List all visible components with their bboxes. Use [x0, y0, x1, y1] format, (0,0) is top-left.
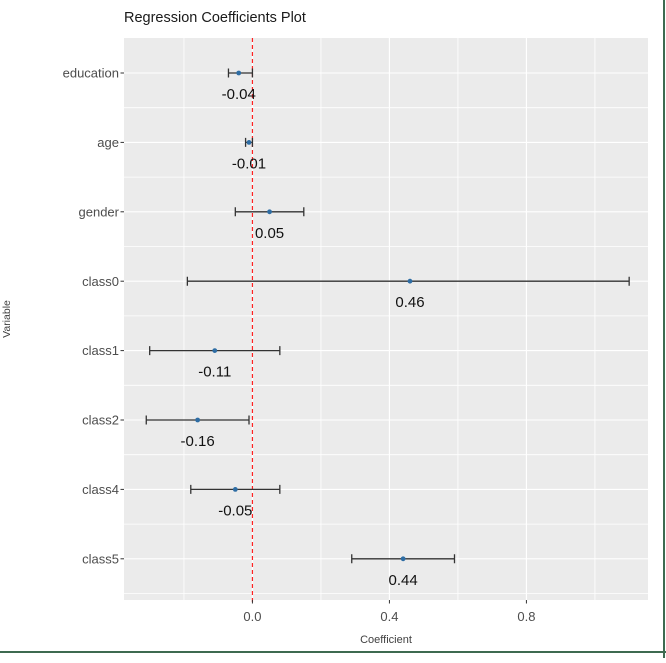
- error-bars-layer: [145, 68, 630, 564]
- estimate-point-gender: [267, 209, 272, 215]
- x-axis-tick-label: 0.0: [243, 609, 261, 624]
- axis-tick-marks: [120, 72, 527, 604]
- y-axis-tick-label-class1: class1: [82, 343, 119, 358]
- estimate-point-class2: [195, 417, 201, 423]
- estimate-value-label-class1: -0.11: [198, 364, 231, 381]
- x-axis-tick-label: 0.4: [380, 609, 398, 624]
- window-frame-border-bottom: [0, 651, 666, 653]
- x-axis-tick-label: 0.8: [517, 609, 535, 624]
- estimate-value-label-class4: -0.05: [218, 502, 252, 519]
- estimate-point-education: [236, 70, 242, 76]
- axis-tick-labels-layer: 0.0 0.4 0.8 education age gender class0 class1 c…: [63, 66, 536, 624]
- estimate-value-label-age: -0.01: [232, 155, 266, 172]
- estimate-value-label-gender: 0.05: [255, 225, 284, 242]
- y-axis-tick-label-education: education: [63, 66, 119, 81]
- y-axis-tick-label-age: age: [97, 135, 119, 150]
- y-axis-tick-label-class5: class5: [82, 551, 119, 566]
- estimate-point-class1: [212, 348, 218, 353]
- estimate-value-label-class2: -0.16: [181, 433, 215, 450]
- window-frame-border-right: [663, 0, 665, 658]
- chart-title: Regression Coefficients Plot: [124, 10, 306, 26]
- estimate-point-class0: [407, 278, 413, 284]
- y-axis-title: Variable: [1, 300, 13, 338]
- y-axis-tick-label-gender: gender: [79, 204, 120, 219]
- y-axis-tick-label-class2: class2: [82, 413, 119, 428]
- estimate-point-class5: [400, 556, 406, 562]
- estimate-value-label-education: -0.04: [222, 86, 256, 103]
- estimate-point-class4: [232, 487, 238, 492]
- estimate-value-labels-layer: -0.04 -0.01 0.05 0.46 -0.11 -0.16 -0.05 0.44: [181, 86, 425, 589]
- estimate-points-layer: [195, 70, 413, 562]
- y-axis-tick-label-class0: class0: [82, 274, 119, 289]
- plot-panel-background: [124, 38, 648, 600]
- y-axis-tick-label-class4: class4: [82, 482, 119, 497]
- x-axis-title: Coefficient: [360, 634, 412, 646]
- estimate-point-age: [246, 140, 252, 145]
- estimate-value-label-class0: 0.46: [395, 294, 424, 311]
- estimate-value-label-class5: 0.44: [389, 572, 418, 589]
